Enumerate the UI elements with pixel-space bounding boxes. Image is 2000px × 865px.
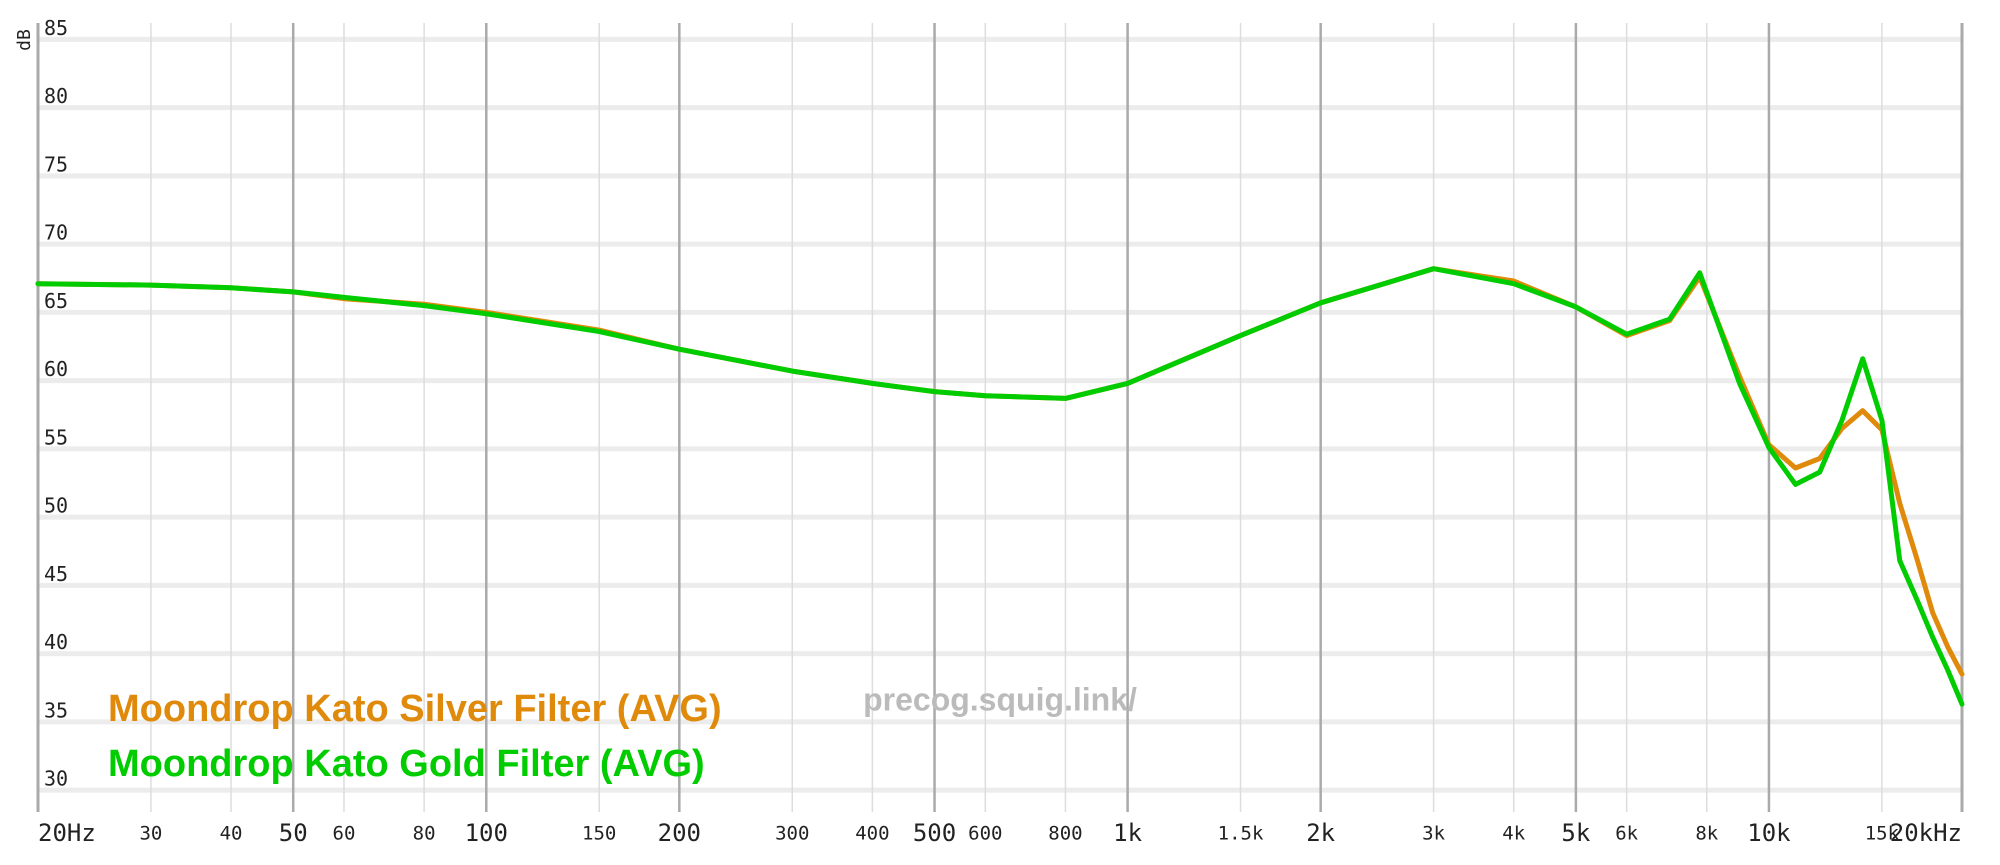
y-axis-label: dB bbox=[14, 29, 35, 51]
y-tick-label: 35 bbox=[44, 698, 68, 722]
x-tick-label: 4k bbox=[1502, 823, 1525, 845]
x-tick-label: 150 bbox=[582, 823, 616, 845]
x-tick-label: 100 bbox=[465, 819, 508, 847]
y-tick-label: 70 bbox=[44, 221, 68, 245]
y-tick-label: 65 bbox=[44, 289, 68, 313]
series-line bbox=[35, 266, 1965, 677]
x-tick-label: 6k bbox=[1615, 823, 1638, 845]
x-tick-label: 500 bbox=[913, 819, 956, 847]
x-tick-label: 3k bbox=[1422, 823, 1445, 845]
x-tick-label: 20Hz bbox=[38, 819, 96, 847]
y-tick-label: 40 bbox=[44, 630, 68, 654]
watermark: precog.squig.link/ bbox=[863, 681, 1137, 717]
y-tick-label: 45 bbox=[44, 562, 68, 586]
x-tick-label: 30 bbox=[139, 823, 162, 845]
x-tick-label: 200 bbox=[658, 819, 701, 847]
x-tick-label: 60 bbox=[333, 823, 356, 845]
series-line bbox=[35, 266, 1965, 707]
y-tick-label: 85 bbox=[44, 16, 68, 40]
x-tick-label: 8k bbox=[1695, 823, 1718, 845]
x-tick-label: 1k bbox=[1113, 819, 1142, 847]
y-tick-label: 50 bbox=[44, 494, 68, 518]
x-tick-label: 10k bbox=[1747, 819, 1791, 847]
x-tick-label: 20kHz bbox=[1890, 819, 1962, 847]
y-tick-label: 30 bbox=[44, 767, 68, 791]
y-tick-label: 60 bbox=[44, 357, 68, 381]
x-tick-label: 800 bbox=[1048, 823, 1082, 845]
x-tick-label: 300 bbox=[775, 823, 809, 845]
x-tick-label: 5k bbox=[1561, 819, 1590, 847]
x-tick-label: 80 bbox=[413, 823, 436, 845]
x-tick-label: 1.5k bbox=[1218, 823, 1264, 845]
y-tick-label: 55 bbox=[44, 425, 68, 449]
lines bbox=[35, 266, 1965, 707]
x-tick-label: 40 bbox=[220, 823, 243, 845]
legend-entry: Moondrop Kato Gold Filter (AVG) bbox=[108, 743, 705, 785]
x-tick-label: 2k bbox=[1306, 819, 1335, 847]
x-tick-label: 400 bbox=[855, 823, 889, 845]
legend-entry: Moondrop Kato Silver Filter (AVG) bbox=[108, 688, 722, 730]
x-tick-label: 600 bbox=[968, 823, 1002, 845]
grid bbox=[36, 23, 1964, 812]
y-tick-label: 75 bbox=[44, 152, 68, 176]
x-tick-label: 15k bbox=[1865, 823, 1900, 845]
y-tick-label: 80 bbox=[44, 84, 68, 108]
x-tick-label: 50 bbox=[279, 819, 308, 847]
